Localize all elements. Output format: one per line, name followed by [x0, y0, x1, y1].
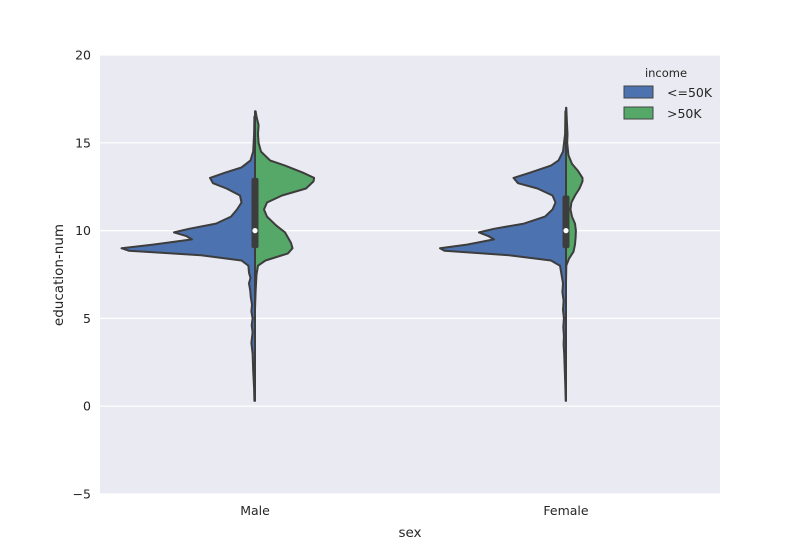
legend-label-gt50k: >50K: [667, 106, 702, 121]
median-marker-female: [563, 228, 569, 234]
violin-female-le50k: [439, 110, 567, 402]
x-tick-label: Male: [240, 503, 270, 518]
y-tick-label: 5: [83, 311, 91, 326]
violin-female-gt50k: [565, 106, 584, 285]
legend-label-le50k: <=50K: [667, 85, 713, 100]
violins: [120, 106, 584, 402]
y-tick-label: 0: [83, 399, 91, 414]
median-marker-male: [252, 228, 258, 234]
y-tick-label: 10: [75, 223, 91, 238]
y-axis-label: education-num: [51, 224, 67, 326]
violin-male-gt50k: [254, 110, 316, 311]
legend-swatch-gt50k: [623, 106, 654, 120]
x-tick-labels: Male Female: [240, 503, 589, 518]
y-tick-labels: −5 0 5 10 15 20: [73, 48, 91, 502]
plot-background: [100, 55, 720, 494]
y-tick-label: −5: [73, 487, 91, 502]
violin-male-le50k: [120, 115, 256, 402]
legend-swatch-le50k: [623, 85, 654, 99]
quartile-box-male: [251, 177, 259, 249]
quartile-box-female: [562, 195, 570, 249]
y-tick-label: 20: [75, 48, 91, 63]
x-axis-label: sex: [398, 525, 421, 541]
x-tick-label: Female: [543, 503, 589, 518]
legend-title: income: [645, 66, 687, 80]
legend: income <=50K >50K: [623, 66, 713, 121]
y-tick-label: 15: [75, 135, 91, 150]
